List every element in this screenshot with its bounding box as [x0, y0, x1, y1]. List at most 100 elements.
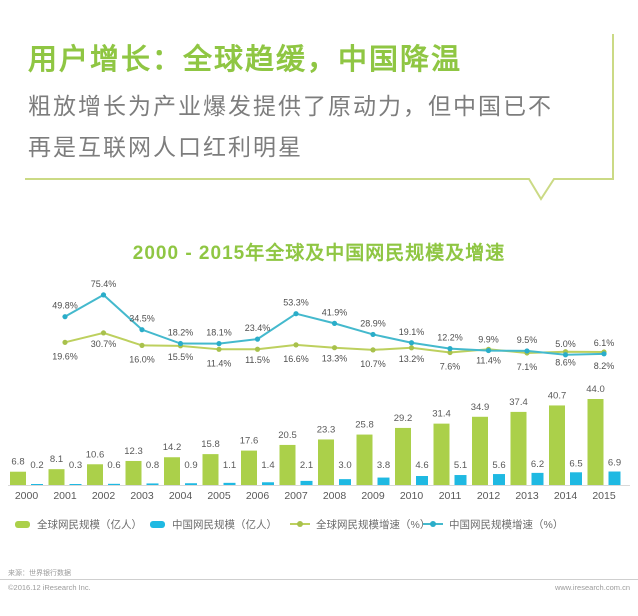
- china-users-bar: [608, 471, 621, 485]
- china-bar-value-label: 6.9: [608, 458, 621, 469]
- global-growth-marker: [447, 349, 453, 356]
- china-bar-value-label: 0.3: [69, 460, 82, 471]
- netizen-combo-chart: 6.8 0.2 2000 8.1 0.3 2001 10.60.6 2002 12.30.8 20…: [8, 279, 630, 502]
- global-growth-marker: [254, 346, 261, 352]
- global-growth-value-label: 11.5%: [245, 355, 270, 365]
- china-growth-marker: [447, 346, 453, 352]
- global-bar-value-label: 12.3: [124, 446, 143, 457]
- china-users-bar: [185, 483, 197, 485]
- china-users-bar: [108, 483, 120, 485]
- china-growth-marker: [293, 311, 299, 317]
- china-users-bar: [531, 472, 544, 485]
- global-growth-marker: [100, 330, 107, 336]
- global-growth-marker: [139, 342, 145, 348]
- china-growth-value-label: 28.9%: [360, 318, 386, 328]
- global-growth-value-label: 7.1%: [517, 362, 538, 372]
- china-growth-marker: [331, 320, 338, 326]
- global-bar-value-label: 31.4: [432, 409, 451, 420]
- headline-title: 用户增长：全球趋缓，中国降温: [28, 44, 463, 76]
- source-note: 来源：世界银行数据: [8, 570, 71, 577]
- china-growth-value-label: 34.5%: [129, 314, 155, 324]
- china-growth-value-label: 12.2%: [437, 333, 463, 343]
- year-tick-label: 2014: [554, 490, 578, 502]
- global-growth-value-label: 16.0%: [129, 354, 155, 364]
- website-note: www.iresearch.com.cn: [554, 583, 630, 592]
- callout-border-shape: [25, 34, 614, 201]
- chart-legend: 全球网民规模（亿人） 中国网民规模（亿人） 全球网民规模增速（%） 中国网民规模增速（…: [0, 516, 638, 538]
- global-growth-marker: [62, 339, 68, 345]
- china-users-bar: [416, 476, 428, 485]
- global-growth-value-label: 15.5%: [168, 352, 194, 362]
- headline-subtitle: 粗放增长为产业爆发提供了原动力，但中国已不再是互联网人口红利明星: [28, 93, 553, 160]
- china-growth-value-label: 49.8%: [52, 301, 78, 311]
- global-users-bar: [549, 405, 565, 485]
- legend-line-swatch-icon: [423, 521, 443, 527]
- china-growth-value-label: 75.4%: [91, 279, 117, 289]
- china-growth-value-label: 5.0%: [555, 339, 576, 349]
- global-users-bar: [279, 444, 296, 485]
- china-bar-value-label: 2.1: [300, 460, 313, 471]
- global-growth-marker: [293, 342, 299, 348]
- china-bar-value-label: 3.8: [377, 460, 390, 471]
- china-users-bar: [339, 479, 351, 485]
- legend-label: 全球网民规模（亿人）: [37, 518, 142, 531]
- global-bar-value-label: 29.2: [394, 413, 413, 424]
- global-users-bar: [395, 427, 411, 485]
- china-growth-marker: [254, 336, 261, 342]
- china-growth-value-label: 9.5%: [517, 335, 538, 345]
- global-growth-value-label: 8.2%: [594, 361, 615, 371]
- china-users-bar: [300, 480, 313, 485]
- china-growth-marker: [562, 352, 569, 358]
- global-growth-marker: [331, 345, 338, 351]
- china-users-bar: [262, 482, 274, 485]
- year-tick-label: 2007: [284, 490, 308, 502]
- global-users-bar: [433, 423, 450, 485]
- global-users-bar: [48, 469, 65, 485]
- china-growth-marker: [485, 347, 492, 354]
- year-tick-label: 2012: [477, 490, 501, 502]
- legend-item-china-growth: 中国网民规模增速（%）: [423, 516, 563, 532]
- global-bar-value-label: 44.0: [586, 384, 605, 395]
- global-bar-value-label: 23.3: [317, 424, 336, 435]
- china-growth-value-label: 23.4%: [245, 323, 271, 333]
- global-users-bar: [472, 416, 488, 485]
- china-users-bar: [377, 477, 390, 485]
- global-bar-value-label: 14.2: [163, 442, 182, 453]
- global-users-bar: [510, 411, 527, 485]
- legend-bar-swatch-icon: [15, 520, 30, 528]
- china-bar-value-label: 0.2: [30, 460, 43, 471]
- global-bar-value-label: 34.9: [471, 402, 490, 413]
- legend-label: 中国网民规模（亿人）: [172, 518, 277, 531]
- global-growth-value-label: 7.6%: [440, 362, 461, 372]
- global-growth-value-label: 10.7%: [360, 359, 386, 369]
- global-users-bar: [10, 471, 26, 485]
- china-growth-value-label: 53.3%: [283, 298, 309, 308]
- china-bar-value-label: 4.6: [415, 460, 428, 471]
- china-users-bar: [454, 475, 467, 485]
- china-users-bar: [69, 484, 82, 485]
- chart-title: 2000 - 2015年全球及中国网民规模及增速: [132, 243, 506, 264]
- global-growth-marker: [408, 345, 415, 351]
- year-tick-label: 2010: [400, 490, 424, 502]
- year-tick-label: 2005: [207, 490, 231, 502]
- global-users-bar: [318, 439, 334, 485]
- legend-label: 中国网民规模增速（%）: [449, 518, 564, 531]
- china-bar-value-label: 0.9: [184, 460, 197, 471]
- global-bar-value-label: 25.8: [355, 420, 374, 431]
- global-bar-value-label: 37.4: [509, 397, 528, 408]
- global-growth-value-label: 16.6%: [283, 354, 309, 364]
- legend-item-china-users: 中国网民规模（亿人）: [150, 516, 277, 532]
- china-growth-marker: [177, 340, 184, 347]
- china-bar-value-label: 1.1: [223, 460, 236, 471]
- china-growth-value-label: 9.9%: [478, 335, 499, 345]
- global-users-bar: [587, 399, 604, 485]
- global-growth-marker: [216, 346, 222, 352]
- china-bar-value-label: 6.2: [531, 459, 544, 470]
- global-users-bar: [356, 434, 373, 485]
- china-growth-value-label: 19.1%: [399, 327, 425, 337]
- global-growth-value-label: 19.6%: [52, 351, 78, 361]
- china-users-bar: [223, 482, 236, 485]
- global-bar-value-label: 17.6: [240, 436, 259, 447]
- legend-bar-swatch-icon: [150, 520, 165, 528]
